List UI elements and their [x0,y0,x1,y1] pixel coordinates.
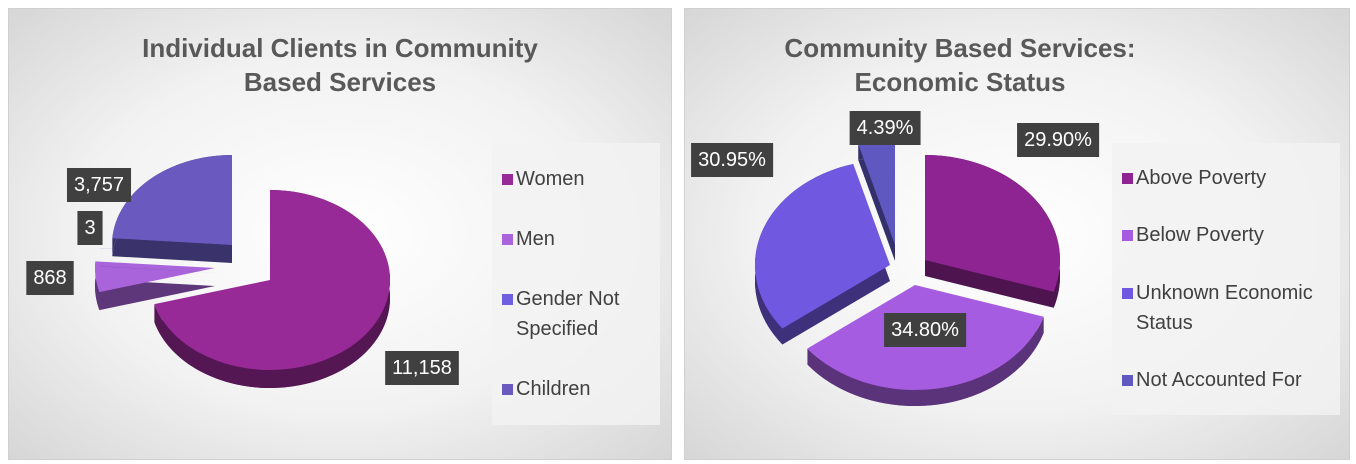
legend-swatch [1122,230,1133,242]
legend-item: Below Poverty [1122,220,1330,250]
data-label-box [1017,123,1100,157]
data-label-box [884,313,967,347]
legend-label: Below Poverty [1136,224,1264,247]
data-label-box [691,143,774,177]
slice-side [95,261,100,311]
legend-item: Not Accounted For [1122,365,1330,395]
slice-top [858,140,895,245]
data-label-box [385,351,459,385]
legend-swatch [1122,172,1133,184]
data-label-box [66,168,132,202]
legend-swatch [502,234,513,245]
legend-swatch [502,384,513,395]
slice-top [95,261,215,293]
slice [154,190,390,388]
legend-label: Not Accounted For [1136,369,1302,392]
legend-item: Above Poverty [1122,163,1330,193]
slice-top [112,155,232,245]
legend-swatch [1122,287,1133,299]
legend-swatch [502,294,513,305]
chart-title: Individual Clients in Community Based Se… [142,33,538,97]
legend-item: Gender Not Specified [502,284,650,344]
data-label-box [77,211,103,245]
slice-side [807,316,1044,406]
legend-label: Children [516,378,591,400]
data-label: 34.80% [891,319,959,341]
legend-label: Gender Not Specified [516,288,620,340]
data-label: 29.90% [1024,129,1092,151]
data-label: 3 [84,217,95,239]
legend-item: Men [502,224,650,254]
slice-side [100,266,220,273]
legend-item: Children [502,374,650,404]
legend: Women Men Gender Not Specified Children [492,143,660,425]
data-label: 868 [33,267,66,289]
legend-label: Men [516,228,555,250]
slice-side [95,279,215,311]
slice-top [925,155,1060,292]
data-label-box [849,111,921,145]
slice-top [755,163,890,329]
chart-title: Community Based Services: Economic Statu… [784,33,1136,97]
legend-label: Unknown Economic Status [1136,281,1313,334]
slice-top [154,190,390,370]
legend-swatch [502,174,513,185]
slice [858,140,895,261]
data-label: 30.95% [698,149,766,171]
data-label: 11,158 [392,357,452,379]
slice [95,261,215,311]
slice [755,163,890,345]
data-label: 4.39% [857,117,914,139]
slice [925,155,1060,308]
data-label-box [26,261,74,295]
legend-swatch [1122,375,1133,387]
legend-item: Unknown Economic Status [1122,278,1330,338]
legend-item: Women [502,164,650,194]
legend: Above Poverty Below Poverty Unknown Econom… [1112,143,1340,415]
pie [95,155,390,388]
pie [755,140,1060,406]
slice [112,155,232,263]
legend-label: Women [516,168,585,190]
data-label: 3,757 [74,174,124,196]
legend-label: Above Poverty [1136,166,1267,189]
